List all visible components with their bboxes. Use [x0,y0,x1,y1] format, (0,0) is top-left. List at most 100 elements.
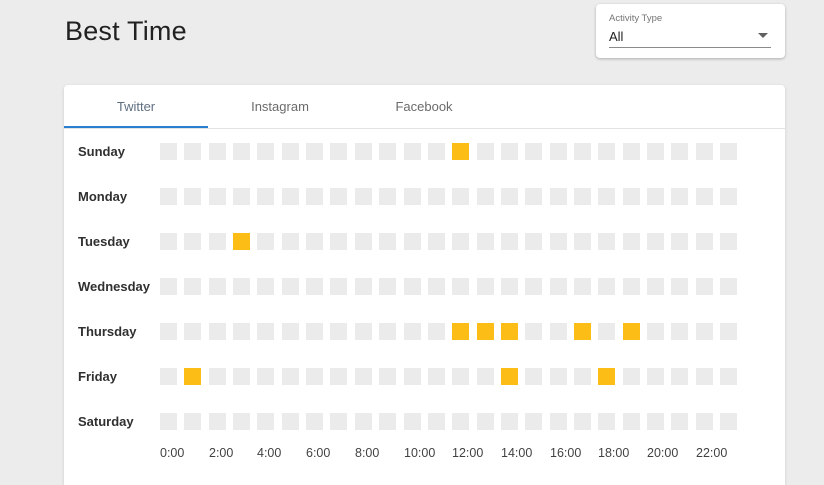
heatmap-cell-thursday-17[interactable] [574,323,591,340]
heatmap-cell-saturday-2[interactable] [209,413,226,430]
activity-type-value[interactable]: All [609,29,624,44]
heatmap-cell-saturday-23[interactable] [720,413,737,430]
heatmap-cell-friday-20[interactable] [647,368,664,385]
heatmap-cell-thursday-2[interactable] [209,323,226,340]
heatmap-cell-tuesday-23[interactable] [720,233,737,250]
heatmap-cell-wednesday-5[interactable] [282,278,299,295]
heatmap-cell-tuesday-11[interactable] [428,233,445,250]
heatmap-cell-monday-13[interactable] [477,188,494,205]
heatmap-cell-saturday-6[interactable] [306,413,323,430]
heatmap-cell-tuesday-17[interactable] [574,233,591,250]
heatmap-cell-wednesday-4[interactable] [257,278,274,295]
heatmap-cell-monday-12[interactable] [452,188,469,205]
heatmap-cell-wednesday-10[interactable] [404,278,421,295]
heatmap-cell-thursday-13[interactable] [477,323,494,340]
heatmap-cell-monday-9[interactable] [379,188,396,205]
heatmap-cell-thursday-20[interactable] [647,323,664,340]
heatmap-cell-tuesday-8[interactable] [355,233,372,250]
heatmap-cell-friday-3[interactable] [233,368,250,385]
heatmap-cell-wednesday-2[interactable] [209,278,226,295]
heatmap-cell-tuesday-5[interactable] [282,233,299,250]
heatmap-cell-friday-17[interactable] [574,368,591,385]
heatmap-cell-friday-1[interactable] [184,368,201,385]
heatmap-cell-wednesday-15[interactable] [525,278,542,295]
heatmap-cell-friday-2[interactable] [209,368,226,385]
heatmap-cell-sunday-22[interactable] [696,143,713,160]
heatmap-cell-monday-11[interactable] [428,188,445,205]
heatmap-cell-wednesday-8[interactable] [355,278,372,295]
heatmap-cell-sunday-18[interactable] [598,143,615,160]
heatmap-cell-friday-10[interactable] [404,368,421,385]
heatmap-cell-thursday-14[interactable] [501,323,518,340]
heatmap-cell-friday-0[interactable] [160,368,177,385]
heatmap-cell-tuesday-16[interactable] [550,233,567,250]
heatmap-cell-thursday-8[interactable] [355,323,372,340]
heatmap-cell-sunday-16[interactable] [550,143,567,160]
heatmap-cell-tuesday-1[interactable] [184,233,201,250]
heatmap-cell-thursday-11[interactable] [428,323,445,340]
heatmap-cell-thursday-18[interactable] [598,323,615,340]
heatmap-cell-saturday-4[interactable] [257,413,274,430]
heatmap-cell-monday-1[interactable] [184,188,201,205]
heatmap-cell-sunday-17[interactable] [574,143,591,160]
heatmap-cell-sunday-6[interactable] [306,143,323,160]
heatmap-cell-tuesday-15[interactable] [525,233,542,250]
heatmap-cell-saturday-17[interactable] [574,413,591,430]
heatmap-cell-sunday-23[interactable] [720,143,737,160]
heatmap-cell-tuesday-10[interactable] [404,233,421,250]
heatmap-cell-thursday-15[interactable] [525,323,542,340]
heatmap-cell-friday-8[interactable] [355,368,372,385]
heatmap-cell-tuesday-12[interactable] [452,233,469,250]
heatmap-cell-thursday-22[interactable] [696,323,713,340]
heatmap-cell-monday-2[interactable] [209,188,226,205]
heatmap-cell-saturday-19[interactable] [623,413,640,430]
heatmap-cell-monday-6[interactable] [306,188,323,205]
heatmap-cell-monday-5[interactable] [282,188,299,205]
heatmap-cell-friday-15[interactable] [525,368,542,385]
chevron-down-icon[interactable] [758,33,768,38]
heatmap-cell-wednesday-3[interactable] [233,278,250,295]
heatmap-cell-saturday-11[interactable] [428,413,445,430]
heatmap-cell-tuesday-21[interactable] [671,233,688,250]
heatmap-cell-wednesday-6[interactable] [306,278,323,295]
heatmap-cell-thursday-3[interactable] [233,323,250,340]
heatmap-cell-wednesday-19[interactable] [623,278,640,295]
heatmap-cell-wednesday-21[interactable] [671,278,688,295]
heatmap-cell-thursday-7[interactable] [330,323,347,340]
heatmap-cell-wednesday-0[interactable] [160,278,177,295]
heatmap-cell-saturday-1[interactable] [184,413,201,430]
heatmap-cell-sunday-4[interactable] [257,143,274,160]
heatmap-cell-thursday-6[interactable] [306,323,323,340]
heatmap-cell-sunday-21[interactable] [671,143,688,160]
heatmap-cell-friday-11[interactable] [428,368,445,385]
heatmap-cell-thursday-23[interactable] [720,323,737,340]
heatmap-cell-wednesday-18[interactable] [598,278,615,295]
heatmap-cell-saturday-13[interactable] [477,413,494,430]
heatmap-cell-sunday-5[interactable] [282,143,299,160]
heatmap-cell-sunday-14[interactable] [501,143,518,160]
heatmap-cell-tuesday-22[interactable] [696,233,713,250]
heatmap-cell-wednesday-12[interactable] [452,278,469,295]
heatmap-cell-monday-14[interactable] [501,188,518,205]
heatmap-cell-monday-3[interactable] [233,188,250,205]
heatmap-cell-monday-4[interactable] [257,188,274,205]
heatmap-cell-saturday-9[interactable] [379,413,396,430]
heatmap-cell-saturday-16[interactable] [550,413,567,430]
heatmap-cell-friday-14[interactable] [501,368,518,385]
heatmap-cell-monday-8[interactable] [355,188,372,205]
heatmap-cell-friday-6[interactable] [306,368,323,385]
heatmap-cell-saturday-21[interactable] [671,413,688,430]
heatmap-cell-monday-21[interactable] [671,188,688,205]
heatmap-cell-tuesday-2[interactable] [209,233,226,250]
heatmap-cell-wednesday-23[interactable] [720,278,737,295]
heatmap-cell-tuesday-4[interactable] [257,233,274,250]
heatmap-cell-friday-9[interactable] [379,368,396,385]
heatmap-cell-saturday-7[interactable] [330,413,347,430]
heatmap-cell-saturday-10[interactable] [404,413,421,430]
heatmap-cell-thursday-5[interactable] [282,323,299,340]
heatmap-cell-friday-4[interactable] [257,368,274,385]
heatmap-cell-tuesday-7[interactable] [330,233,347,250]
heatmap-cell-wednesday-13[interactable] [477,278,494,295]
heatmap-cell-tuesday-3[interactable] [233,233,250,250]
heatmap-cell-thursday-21[interactable] [671,323,688,340]
